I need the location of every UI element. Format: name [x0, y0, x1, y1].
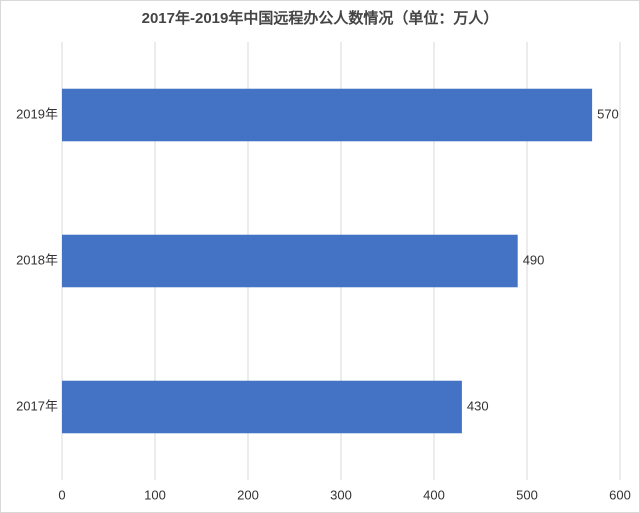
bar [62, 234, 518, 288]
x-tick-label: 200 [237, 487, 259, 502]
x-tick-label: 0 [58, 487, 65, 502]
bar [62, 380, 462, 434]
x-tick-label: 100 [144, 487, 166, 502]
x-tick-label: 300 [330, 487, 352, 502]
y-tick-label: 2019年 [16, 106, 58, 121]
y-tick-label: 2017年 [16, 398, 58, 413]
x-tick-label: 400 [423, 487, 445, 502]
x-tick-label: 500 [516, 487, 538, 502]
bar [62, 88, 593, 142]
data-label: 490 [523, 252, 545, 267]
data-label: 570 [597, 106, 619, 121]
y-tick-label: 2018年 [16, 252, 58, 267]
x-tick-label: 600 [609, 487, 631, 502]
chart-title: 2017年-2019年中国远程办公人数情况（单位：万人） [142, 9, 499, 27]
data-label: 430 [467, 398, 489, 413]
